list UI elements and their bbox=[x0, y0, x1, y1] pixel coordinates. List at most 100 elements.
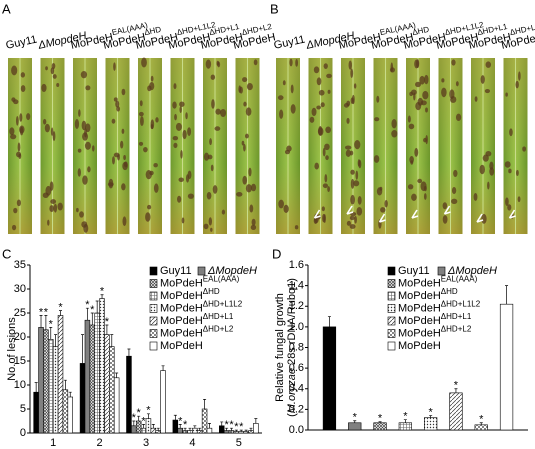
significance-mark: * bbox=[234, 421, 239, 433]
lesion bbox=[92, 145, 95, 152]
lesion bbox=[138, 111, 144, 117]
lesion bbox=[42, 192, 49, 199]
legend-swatch bbox=[149, 329, 158, 338]
lesion bbox=[354, 140, 361, 150]
lesion bbox=[11, 65, 18, 76]
bar bbox=[84, 319, 91, 434]
bar bbox=[113, 377, 120, 434]
y-tick-label: 30 bbox=[14, 283, 26, 295]
lesion bbox=[74, 119, 80, 129]
lesion bbox=[314, 162, 320, 170]
lesion bbox=[147, 204, 152, 210]
significance-mark: * bbox=[141, 415, 146, 427]
lesion bbox=[391, 130, 398, 138]
lesion bbox=[505, 197, 509, 206]
lesion bbox=[410, 160, 414, 165]
bar bbox=[126, 355, 132, 434]
lesion bbox=[212, 185, 218, 194]
lesion bbox=[508, 168, 512, 174]
error-bar bbox=[146, 413, 150, 419]
lesion bbox=[44, 123, 50, 133]
legend-label: MoPdeHEAL(AAA) bbox=[160, 274, 240, 289]
y-tick-label: 20 bbox=[14, 331, 26, 343]
lesion bbox=[417, 97, 424, 106]
arrow bbox=[443, 205, 451, 215]
error-bar bbox=[39, 315, 43, 328]
bar bbox=[322, 326, 337, 431]
panel-letter: C bbox=[2, 246, 11, 261]
error-bar bbox=[44, 315, 48, 330]
lesion bbox=[441, 78, 445, 83]
significance-mark: * bbox=[85, 299, 90, 311]
bar bbox=[99, 298, 105, 434]
significance-mark: * bbox=[178, 415, 183, 427]
lesion bbox=[318, 126, 323, 136]
error-bar bbox=[142, 424, 146, 429]
lesion bbox=[20, 85, 26, 93]
y-tick-label: 1.0 bbox=[289, 321, 304, 333]
lesion bbox=[210, 74, 216, 80]
error-bar bbox=[183, 427, 187, 431]
label-sup: ΔHD bbox=[441, 287, 458, 296]
y-tick-label: 0.6 bbox=[289, 362, 304, 374]
x-tick-label: 2 bbox=[97, 437, 103, 449]
lesion bbox=[205, 59, 212, 69]
label-sup: ΔHD bbox=[203, 287, 220, 296]
y-axis-label-part: ( bbox=[286, 413, 298, 417]
y-tick-label: 0.0 bbox=[289, 424, 304, 436]
lesion bbox=[318, 89, 325, 96]
legend-label: MoPdeHΔHD+L1L2 bbox=[160, 299, 243, 314]
legend-label: Guy11 bbox=[160, 265, 192, 277]
lesion bbox=[242, 77, 248, 83]
label-name: MoPdeH bbox=[160, 315, 203, 327]
bar bbox=[145, 418, 152, 434]
label-name: ΔMopdeH bbox=[207, 265, 257, 277]
lesion bbox=[343, 103, 350, 108]
lesion bbox=[415, 81, 421, 88]
error-bar bbox=[188, 427, 192, 431]
lesion bbox=[77, 148, 82, 153]
label-name: MoPdeH bbox=[160, 340, 203, 352]
lesion bbox=[323, 63, 328, 69]
label-name: Guy11 bbox=[5, 33, 38, 51]
significance-mark: * bbox=[137, 407, 142, 419]
lesion bbox=[117, 154, 120, 161]
lesion bbox=[321, 206, 325, 212]
lesion bbox=[350, 68, 354, 79]
lesion bbox=[173, 142, 178, 149]
lesion bbox=[451, 186, 457, 195]
bar bbox=[253, 423, 259, 434]
bar bbox=[160, 370, 166, 434]
bar bbox=[177, 427, 183, 434]
legend-swatch bbox=[387, 316, 396, 326]
lesion bbox=[324, 174, 328, 183]
lesion bbox=[50, 67, 55, 75]
error-bar bbox=[327, 316, 331, 327]
y-tick-label: 35 bbox=[14, 259, 26, 271]
bar bbox=[131, 425, 137, 434]
lesion bbox=[140, 116, 144, 127]
lesion bbox=[316, 77, 322, 86]
error-bar bbox=[239, 429, 243, 432]
legend-label: MoPdeHΔHD+L2 bbox=[160, 324, 234, 339]
lesion bbox=[77, 168, 81, 177]
y-tick-label: 15 bbox=[14, 355, 26, 367]
lesion bbox=[50, 199, 57, 204]
lesion bbox=[150, 75, 154, 82]
lesion bbox=[138, 141, 144, 146]
significance-mark: * bbox=[429, 406, 434, 418]
lesion bbox=[236, 191, 243, 197]
lesion bbox=[322, 147, 326, 157]
error-bar bbox=[115, 372, 119, 378]
lesion bbox=[211, 99, 215, 109]
error-bar bbox=[254, 418, 258, 424]
lesion bbox=[349, 150, 354, 156]
lesion bbox=[116, 106, 121, 112]
lesion bbox=[357, 195, 362, 205]
lesion bbox=[181, 217, 185, 224]
lesion bbox=[353, 180, 360, 187]
label-name: MoPdeH bbox=[398, 277, 441, 289]
label-name: MoPdeH bbox=[398, 340, 441, 352]
lesion bbox=[323, 214, 326, 224]
label-name: ΔMopdeH bbox=[447, 265, 497, 277]
